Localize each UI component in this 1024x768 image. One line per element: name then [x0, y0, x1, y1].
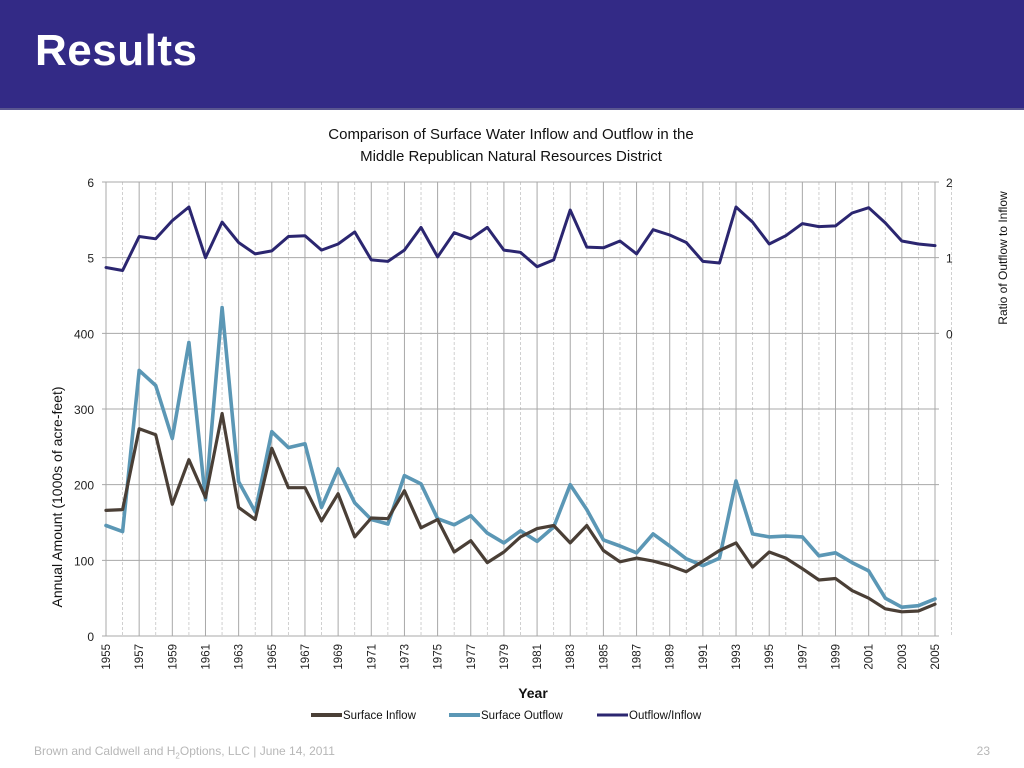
x-tick-label: 1999 [831, 644, 843, 670]
x-tick-label: 2005 [930, 644, 942, 670]
series-line-surface-inflow [104, 411, 937, 614]
x-tick-label: 2003 [897, 644, 909, 670]
x-tick-label: 1967 [300, 644, 312, 670]
axes: 0 100 200 300 400 5 6 0 1 2 1955 1957 1959 1961 1963 19… [74, 176, 953, 670]
x-tick-label: 1969 [333, 644, 345, 670]
x-tick-label: 1971 [366, 644, 378, 670]
x-tick-label: 1965 [267, 644, 279, 670]
page-number: 23 [976, 744, 990, 758]
y-tick-label: 6 [87, 176, 94, 190]
legend-label-outflow: Surface Outflow [481, 710, 564, 722]
y-tick-label: 300 [74, 403, 94, 417]
y-tick-label: 200 [74, 479, 94, 493]
y2-tick-label: 0 [946, 327, 953, 341]
x-tick-label: 1955 [101, 644, 113, 670]
y2-axis-label: Ratio of Outflow to Inflow [996, 191, 1010, 325]
series-line-outflow-inflow-ratio [104, 205, 937, 272]
x-tick-label: 1979 [499, 644, 511, 670]
grid [102, 181, 952, 637]
footer-credit: Brown and Caldwell and H2Options, LLC | … [34, 744, 335, 760]
y2-tick-label: 1 [946, 252, 953, 266]
x-tick-label: 1959 [167, 644, 179, 670]
x-tick-label: 1983 [565, 644, 577, 670]
series-line-surface-outflow [104, 305, 937, 610]
series-group [104, 205, 937, 614]
chart-title-line-2: Middle Republican Natural Resources Dist… [360, 148, 663, 165]
header-divider [0, 108, 1024, 110]
x-tick-label: 1997 [797, 644, 809, 670]
y-tick-label: 100 [74, 554, 94, 568]
x-axis-label: Year [518, 685, 548, 701]
x-tick-label: 1985 [598, 644, 610, 670]
x-tick-label: 1993 [731, 644, 743, 670]
x-tick-label: 1995 [764, 644, 776, 670]
legend-label-inflow: Surface Inflow [343, 710, 417, 722]
y-tick-label: 0 [87, 630, 94, 644]
x-tick-label: 1961 [200, 644, 212, 670]
x-tick-label: 1981 [532, 644, 544, 670]
y2-tick-label: 2 [946, 176, 953, 190]
header-band: Results [0, 0, 1024, 110]
footer-credit-suffix: Options, LLC | June 14, 2011 [179, 744, 335, 758]
x-tick-label: 1963 [234, 644, 246, 670]
legend-label-ratio: Outflow/Inflow [629, 710, 702, 722]
y-tick-label: 5 [87, 252, 94, 266]
slide-title: Results [35, 26, 198, 75]
x-tick-label: 1973 [399, 644, 411, 670]
footer-credit-subscript: 2 [175, 751, 180, 761]
x-tick-label: 1977 [466, 644, 478, 670]
x-tick-label: 1975 [433, 644, 445, 670]
x-tick-label: 2001 [864, 644, 876, 670]
x-tick-label: 1957 [134, 644, 146, 670]
x-tick-label: 1991 [698, 644, 710, 670]
legend: Surface Inflow Surface Outflow Outflow/I… [311, 710, 702, 722]
x-tick-label: 1987 [632, 644, 644, 670]
x-tick-label: 1989 [665, 644, 677, 670]
footer-credit-prefix: Brown and Caldwell and H [34, 744, 176, 758]
chart-title-line-1: Comparison of Surface Water Inflow and O… [328, 126, 693, 143]
y-tick-label: 400 [74, 327, 94, 341]
chart: Comparison of Surface Water Inflow and O… [49, 126, 1010, 722]
y-axis-label: Annual Amount (1000s of acre-feet) [49, 386, 65, 607]
